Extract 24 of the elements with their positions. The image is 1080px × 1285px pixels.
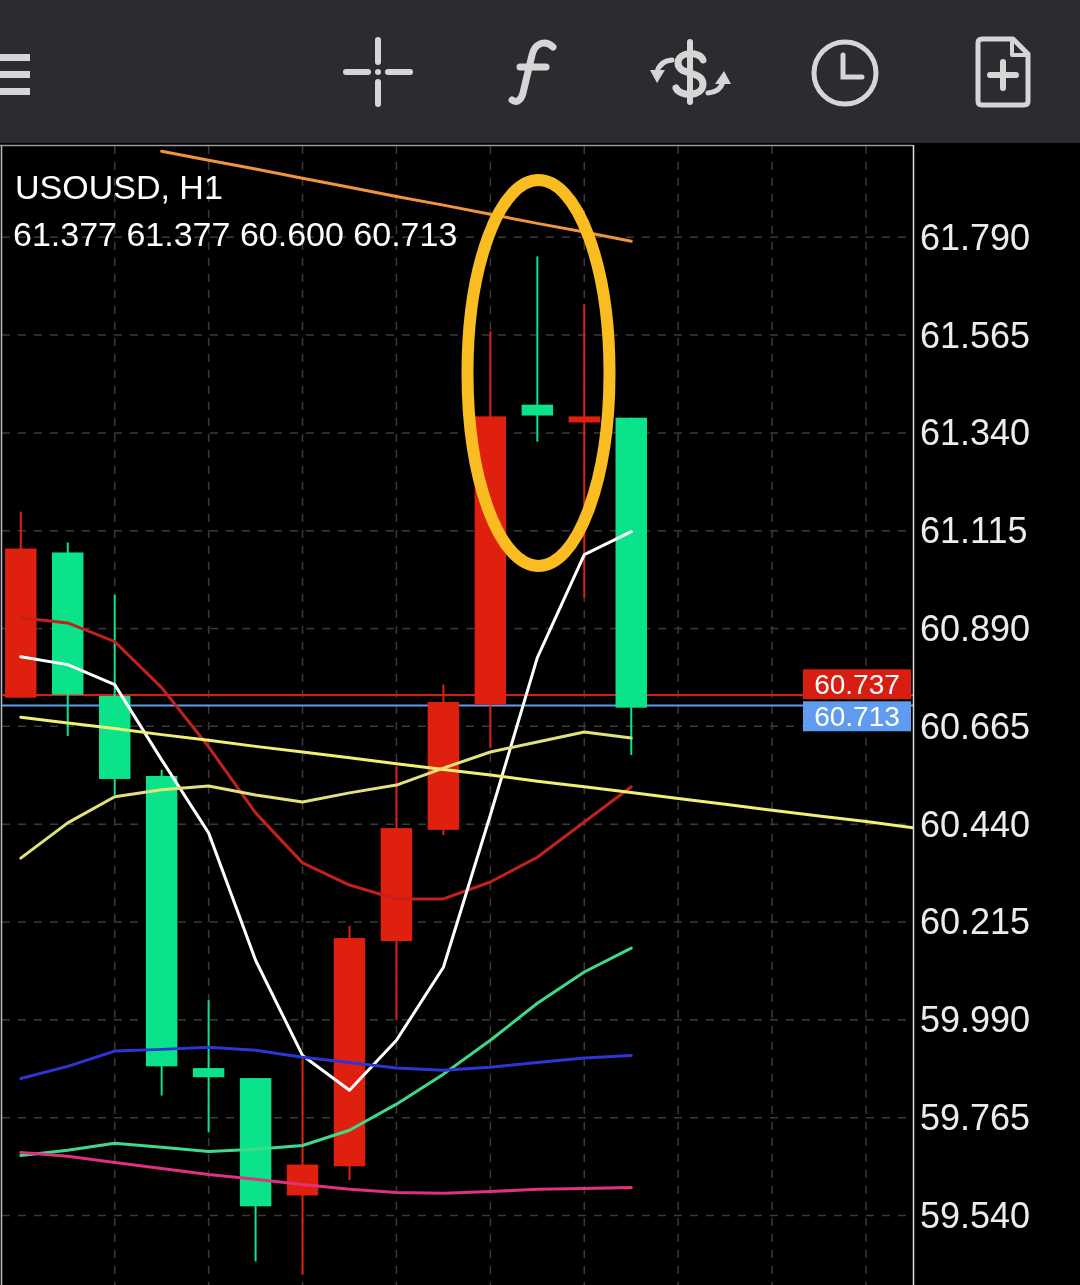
ref-line-label: 60.713	[814, 700, 900, 732]
y-tick-label: 59.990	[920, 999, 1031, 1041]
y-tick-label: 60.665	[920, 705, 1031, 747]
candlestick	[521, 255, 554, 443]
text: USOUSD, H1	[15, 168, 223, 206]
y-tick-label: 61.565	[920, 314, 1031, 356]
y-tick-label: 60.890	[920, 608, 1031, 650]
text: 61.377 61.377 60.600 60.713	[13, 215, 458, 253]
y-tick-label: 61.790	[920, 216, 1031, 258]
ref-line-label: 60.737	[814, 668, 900, 700]
y-tick-label: 60.215	[920, 901, 1031, 943]
y-tick-label: 61.340	[920, 412, 1031, 454]
line-series	[19, 730, 633, 860]
candlestick	[192, 999, 225, 1134]
candlestick	[568, 303, 601, 599]
line-series	[19, 530, 633, 1092]
line-series	[19, 1150, 633, 1195]
y-tick-label: 59.540	[920, 1194, 1031, 1236]
y-tick-label: 60.440	[920, 803, 1031, 845]
y-tick-label: 61.115	[920, 510, 1028, 552]
y-tick-label: 59.765	[920, 1097, 1031, 1139]
line-series	[19, 616, 633, 901]
line-series	[19, 1045, 633, 1080]
line-series	[19, 946, 633, 1157]
